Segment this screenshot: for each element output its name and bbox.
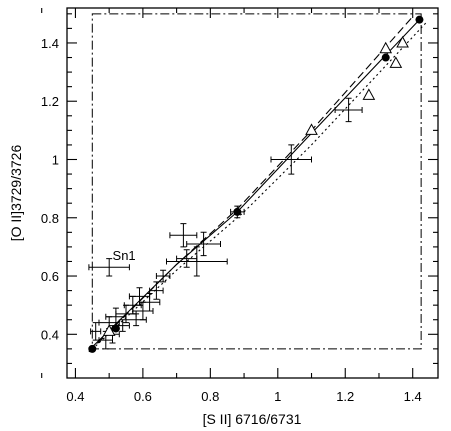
data-point-errorbar	[166, 246, 228, 277]
bounding-box-layer	[91, 13, 422, 350]
data-point-triangle	[362, 88, 376, 100]
annotation-sn1: Sn1	[113, 248, 136, 263]
data-point-errorbar	[155, 269, 171, 283]
data-point-circle	[111, 324, 120, 333]
x-tick-label: 1	[274, 389, 281, 404]
x-tick-label: 1.4	[404, 389, 422, 404]
data-point-errorbar	[98, 316, 120, 329]
data-point-triangle	[396, 35, 409, 48]
data-point-circle	[381, 53, 390, 62]
data-point-errorbar	[132, 301, 154, 321]
x-tick-label: 0.8	[201, 389, 219, 404]
data-point-circle	[88, 344, 97, 353]
data-point-errorbar	[88, 258, 130, 277]
data-point-triangle	[305, 123, 318, 135]
errorbar-layer	[88, 97, 363, 350]
data-point-circle	[233, 207, 242, 216]
y-tick-label: 1	[52, 152, 59, 167]
y-tick-label: 1.4	[41, 36, 59, 51]
data-point-errorbar	[125, 313, 147, 327]
x-tick-label: 0.6	[134, 389, 152, 404]
data-point-errorbar	[186, 231, 221, 257]
plot-frame	[66, 7, 439, 379]
data-point-errorbar	[270, 144, 312, 175]
ticks-layer: 0.4 0.6 0.8 1 1.2 1.4 0.4 0.6 0.8 1 1.2 1.4	[41, 8, 438, 404]
y-tick-label: 1.2	[41, 94, 59, 109]
data-point-errorbar	[90, 322, 102, 341]
y-tick-label: 0.8	[41, 211, 59, 226]
data-point-errorbar	[149, 281, 164, 300]
data-point-errorbar	[334, 97, 363, 123]
y-tick-label: 0.4	[41, 327, 59, 342]
data-point-errorbar	[169, 223, 198, 248]
data-point-triangle	[102, 324, 116, 336]
data-point-triangle	[379, 41, 393, 54]
data-point-errorbar	[139, 293, 161, 312]
bounding-box	[91, 13, 422, 350]
y-axis-label: [O II]3729/3726	[8, 145, 24, 242]
data-point-circle	[415, 15, 424, 24]
y-tick-label: 0.6	[41, 269, 59, 284]
x-axis-label: [S II] 6716/6731	[203, 411, 302, 427]
x-tick-label: 0.4	[66, 389, 84, 404]
data-point-triangle	[389, 56, 403, 68]
x-tick-label: 1.2	[336, 389, 354, 404]
marker-layer	[88, 15, 424, 353]
